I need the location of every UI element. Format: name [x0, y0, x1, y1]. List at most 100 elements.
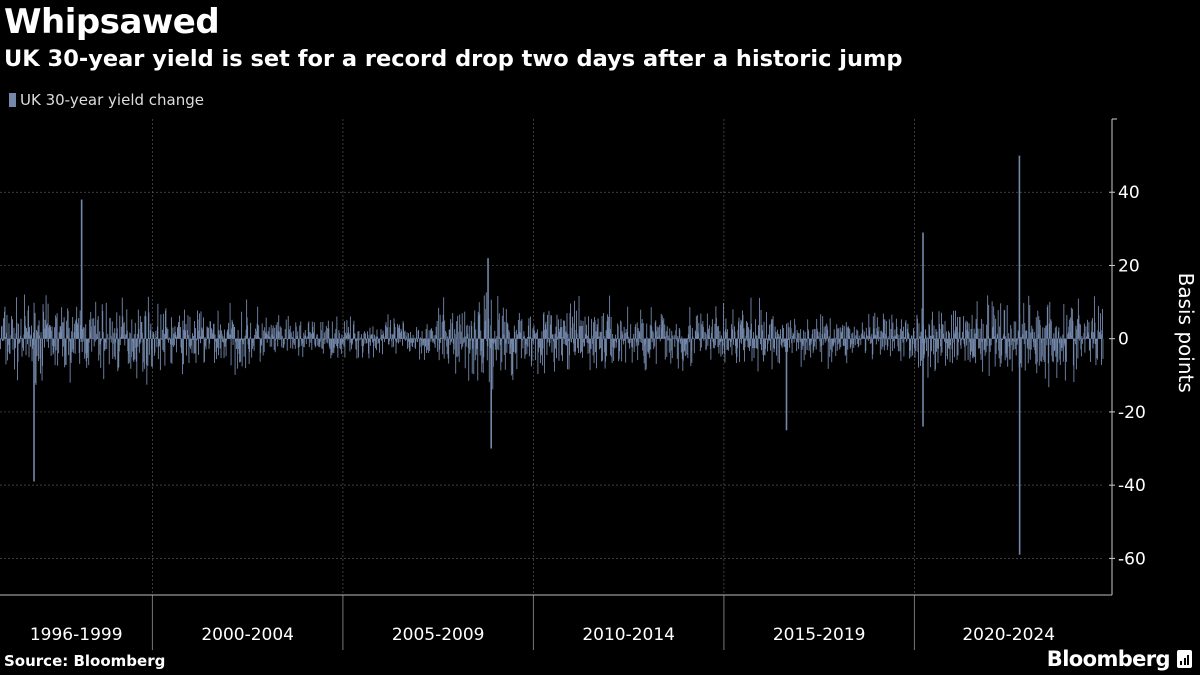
bar	[999, 338, 1001, 367]
bar	[62, 322, 64, 339]
bar	[390, 319, 391, 339]
bar	[481, 338, 483, 342]
bar	[261, 338, 263, 346]
bar	[340, 338, 342, 345]
bar	[544, 329, 546, 339]
bar	[721, 338, 723, 342]
bar	[102, 332, 104, 339]
bar	[900, 338, 902, 361]
bar	[970, 328, 972, 339]
bar	[105, 338, 107, 343]
bar	[857, 338, 859, 348]
spike-bar	[33, 338, 35, 482]
bar	[959, 316, 961, 339]
bar	[577, 338, 579, 340]
bar	[569, 312, 571, 339]
bar	[72, 317, 74, 339]
bar	[75, 320, 77, 339]
bar	[613, 338, 615, 361]
bar	[232, 338, 234, 345]
bar	[508, 332, 510, 339]
bar	[870, 336, 872, 339]
bar	[154, 338, 156, 353]
source-note: Source: Bloomberg	[4, 652, 166, 670]
bar	[948, 330, 949, 339]
bar	[127, 338, 129, 364]
bar	[226, 338, 228, 341]
bar	[392, 334, 393, 339]
bar	[956, 326, 958, 339]
bar	[66, 335, 68, 339]
bar	[567, 338, 568, 370]
bar	[884, 333, 886, 339]
bar	[850, 338, 852, 345]
bar	[966, 330, 968, 339]
bar	[636, 338, 638, 343]
bar	[1080, 338, 1082, 357]
bar	[902, 338, 904, 343]
bar	[559, 328, 561, 339]
bar	[413, 338, 415, 340]
bar	[457, 315, 459, 339]
bar	[814, 338, 816, 347]
bar	[580, 338, 581, 354]
bar	[596, 338, 598, 369]
bar	[111, 335, 113, 339]
bar	[241, 338, 243, 367]
bar	[1069, 317, 1071, 339]
bar	[462, 338, 464, 344]
bar	[319, 338, 321, 348]
bar	[848, 327, 850, 339]
bar	[312, 326, 314, 339]
bar	[889, 338, 891, 357]
bar	[887, 338, 889, 347]
bar	[738, 321, 739, 339]
bar	[621, 331, 623, 339]
bar	[417, 330, 419, 339]
bar	[438, 307, 440, 339]
bar	[518, 312, 520, 339]
bar	[151, 338, 153, 350]
bar	[554, 333, 556, 339]
bar	[584, 338, 585, 347]
bar	[971, 338, 973, 352]
bar	[1070, 332, 1072, 339]
bar	[322, 338, 324, 354]
bar	[570, 338, 572, 342]
bar	[885, 321, 887, 339]
bar	[434, 338, 436, 348]
bar	[399, 324, 400, 339]
bar	[155, 330, 157, 339]
bar	[939, 328, 941, 339]
bar	[514, 331, 516, 339]
bar	[1060, 338, 1062, 348]
bar	[866, 338, 868, 340]
bar	[517, 319, 519, 339]
bar	[745, 335, 747, 339]
bar	[816, 328, 818, 339]
bar	[593, 338, 595, 364]
bar	[173, 333, 175, 339]
bar	[736, 338, 738, 358]
bar	[699, 338, 701, 341]
bar	[76, 306, 78, 339]
bar	[342, 338, 344, 343]
bar	[537, 338, 539, 353]
bar	[326, 338, 328, 343]
bar	[271, 338, 273, 347]
bar	[870, 338, 872, 344]
bar	[558, 319, 559, 339]
bar	[802, 338, 804, 346]
bar	[167, 329, 169, 339]
bar	[256, 337, 258, 339]
bar	[524, 338, 526, 359]
bar	[915, 338, 917, 351]
bar	[819, 338, 821, 342]
bar	[92, 338, 94, 339]
bar	[644, 338, 646, 371]
bar	[235, 338, 237, 342]
bar	[507, 338, 509, 344]
bar	[745, 338, 746, 341]
bar	[71, 331, 73, 339]
bar	[659, 324, 661, 339]
